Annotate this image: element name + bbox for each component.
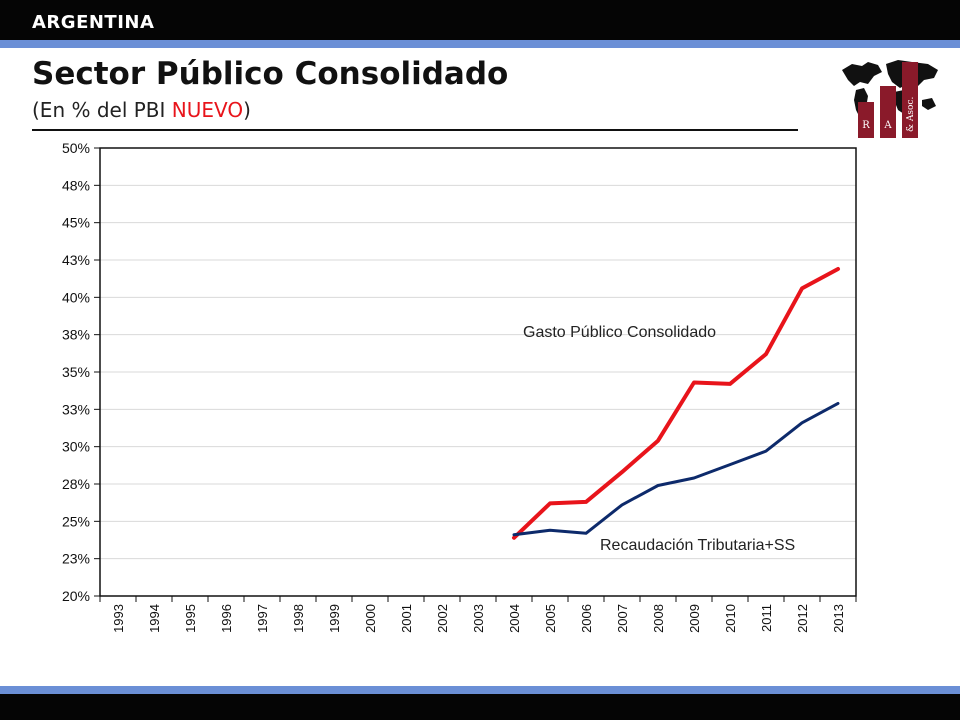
series-label-recaudacion: Recaudación Tributaria+SS <box>600 537 795 554</box>
series-label-gasto: Gasto Público Consolidado <box>523 324 716 341</box>
x-axis-ticks: 1993 1994 1995 1996 1997 1998 1999 2000 2001 2002… <box>99 596 857 633</box>
y-tick-label: 43% <box>62 252 90 268</box>
y-tick-label: 20% <box>62 588 90 604</box>
subtitle-highlight: NUEVO <box>171 98 244 122</box>
y-tick-label: 38% <box>62 327 90 343</box>
x-tick-label: 1999 <box>327 604 342 633</box>
x-tick-label: 2000 <box>363 604 378 633</box>
y-tick-label: 30% <box>62 439 90 455</box>
country-label: ARGENTINA <box>32 12 155 33</box>
subtitle-suffix: ) <box>243 98 251 122</box>
x-tick-label: 2007 <box>615 604 630 633</box>
x-tick-label: 2006 <box>579 604 594 633</box>
x-tick-label: 2004 <box>507 604 522 633</box>
bottom-accent-stripe <box>0 686 960 694</box>
logo-letter-a: A <box>883 120 892 131</box>
y-tick-label: 28% <box>62 476 90 492</box>
logo-letter-asoc: & Asoc. <box>906 97 916 132</box>
world-map-bar-chart-logo-icon: R A & Asoc. <box>842 60 938 138</box>
x-tick-label: 1997 <box>255 604 270 633</box>
grid-lines <box>100 184 856 560</box>
subtitle-prefix: (En % del PBI <box>32 98 172 122</box>
x-tick-label: 1996 <box>219 604 234 633</box>
logo-letter-r: R <box>862 120 870 131</box>
series-lines <box>512 267 840 540</box>
bottom-bar <box>0 694 960 720</box>
y-axis-ticks: 20% 23% 25% 28% 30% 33% 35% 38% 40% 43% 45% 48% 50% <box>62 140 100 604</box>
y-tick-label: 45% <box>62 215 90 231</box>
x-tick-label: 1994 <box>147 604 162 633</box>
x-tick-label: 2005 <box>543 604 558 633</box>
top-accent-stripe <box>0 40 960 48</box>
x-tick-label: 2010 <box>723 604 738 633</box>
x-tick-label: 2013 <box>831 604 846 633</box>
y-tick-label: 48% <box>62 177 90 193</box>
y-tick-label: 40% <box>62 289 90 305</box>
y-tick-label: 35% <box>62 364 90 380</box>
top-bar <box>0 0 960 40</box>
x-tick-label: 2003 <box>471 604 486 633</box>
x-tick-label: 2001 <box>399 604 414 633</box>
x-tick-label: 2011 <box>759 604 774 632</box>
x-tick-label: 2009 <box>687 604 702 633</box>
y-tick-label: 23% <box>62 551 90 567</box>
series-line-recaudacion <box>512 401 840 537</box>
y-tick-label: 50% <box>62 140 90 156</box>
x-tick-label: 2012 <box>795 604 810 633</box>
page-subtitle: (En % del PBI NUEVO) <box>32 98 251 122</box>
x-tick-label: 1998 <box>291 604 306 633</box>
x-tick-label: 1995 <box>183 604 198 633</box>
x-tick-label: 1993 <box>111 604 126 633</box>
x-tick-label: 2008 <box>651 604 666 633</box>
y-tick-label: 33% <box>62 401 90 417</box>
series-line-gasto <box>512 267 840 540</box>
page-title: Sector Público Consolidado <box>32 56 509 92</box>
x-tick-label: 2002 <box>435 604 450 633</box>
title-divider <box>32 129 798 131</box>
y-tick-label: 25% <box>62 513 90 529</box>
